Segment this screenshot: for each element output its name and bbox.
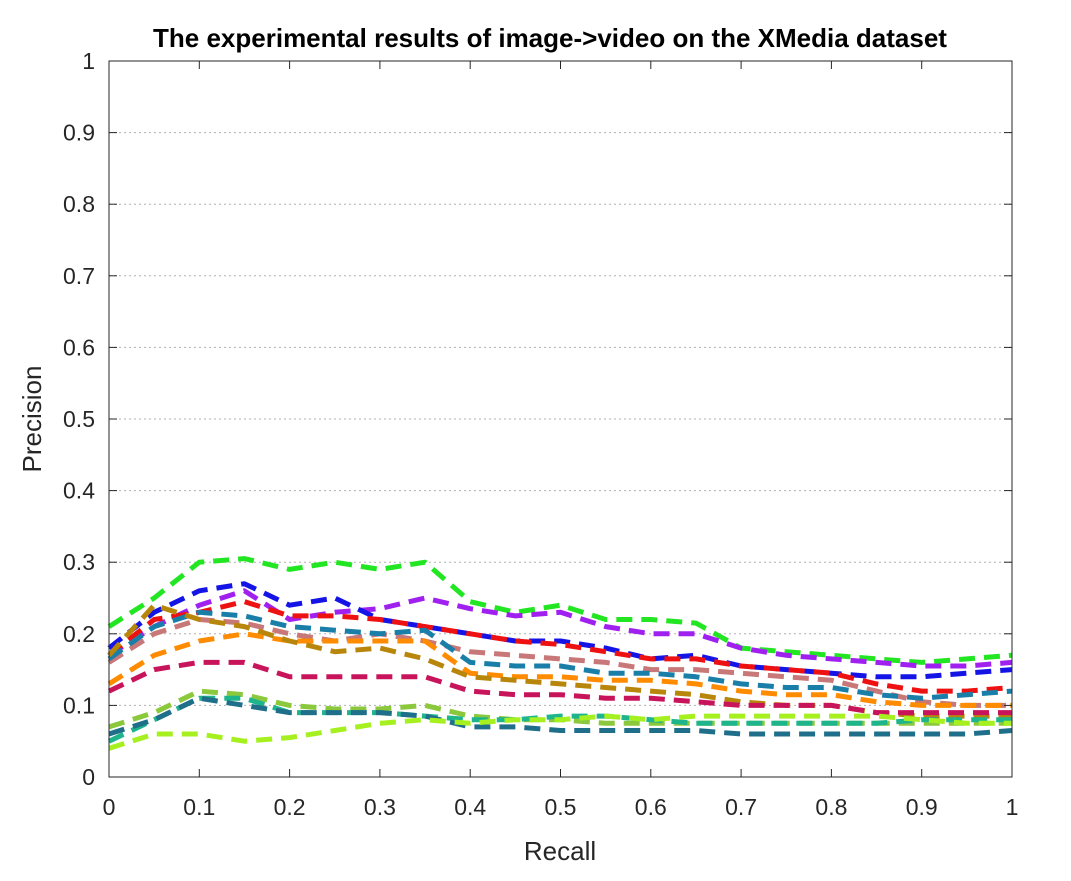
y-tick-label: 0.2 [63,621,95,647]
y-tick-label: 0.8 [63,191,95,217]
x-axis-label: Recall [524,836,596,866]
y-tick-label: 0.7 [63,263,95,289]
axis-ticks [108,60,1013,778]
series-line-1 [107,556,1013,665]
y-tick-label: 0.9 [63,120,95,146]
x-tick-labels: 0 0.1 0.2 0.3 0.4 0.5 0.6 0.7 0.8 0.9 1 [103,794,1019,820]
x-tick-label: 0.9 [906,794,938,820]
x-tick-label: 0.8 [815,794,847,820]
grid-lines [109,132,1012,706]
x-tick-label: 0.7 [725,794,757,820]
y-tick-labels: 0 0.1 0.2 0.3 0.4 0.5 0.6 0.7 0.8 0.9 1 [63,48,95,790]
series-line-9 [107,659,1012,716]
x-tick-label: 0.1 [183,794,215,820]
y-tick-label: 0.3 [63,549,95,575]
series-line-2 [107,588,1013,669]
series-line-4 [107,599,1013,694]
y-tick-label: 0.4 [63,478,95,504]
x-tick-label: 0.5 [545,794,577,820]
series-line-13 [108,713,1012,751]
x-tick-label: 0 [103,794,116,820]
y-tick-label: 0.6 [63,334,95,360]
series-line-12 [108,695,1013,737]
series-line-7 [107,631,1012,708]
y-tick-label: 0.1 [63,692,95,718]
series-line-5 [107,617,1012,708]
x-tick-label: 1 [1006,794,1019,820]
series-line-6 [107,609,1013,701]
y-tick-label: 0 [82,764,95,790]
y-tick-label: 1 [82,48,95,74]
x-tick-label: 0.4 [454,794,486,820]
series-group [107,556,1013,751]
y-axis-label: Precision [17,366,47,473]
x-tick-label: 0.2 [274,794,306,820]
x-tick-label: 0.6 [635,794,667,820]
x-tick-label: 0.3 [364,794,396,820]
y-tick-label: 0.5 [63,406,95,432]
series-line-11 [107,695,1012,744]
series-line-3 [107,581,1013,680]
chart-title: The experimental results of image->video… [153,23,947,53]
